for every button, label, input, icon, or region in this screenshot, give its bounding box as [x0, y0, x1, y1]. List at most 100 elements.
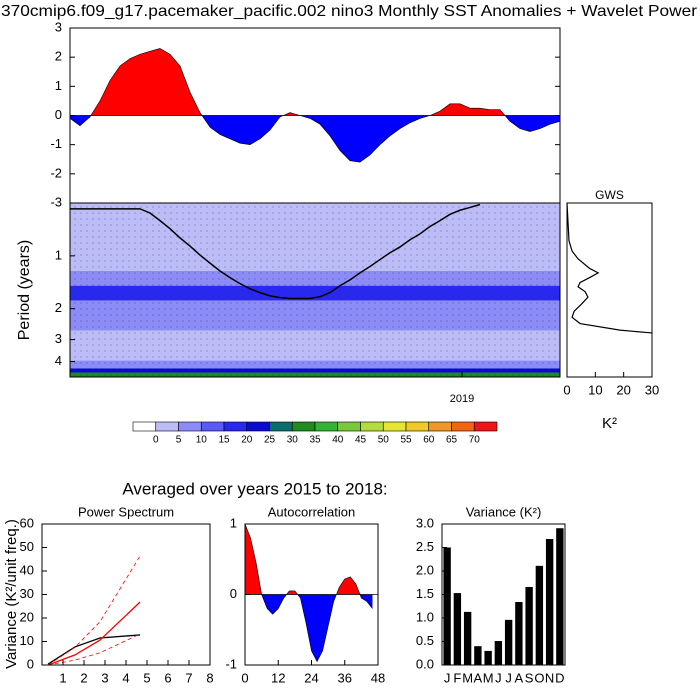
- x-tick-label: A: [474, 670, 483, 685]
- positive-area: [70, 48, 560, 116]
- x-tick-label: A: [515, 670, 524, 685]
- colorbar-label: 30: [287, 435, 299, 446]
- y-tick-label: 50: [20, 539, 34, 554]
- x-tick-label: J: [495, 670, 502, 685]
- gws-line: [566, 202, 653, 334]
- x-tick-label: 0: [241, 670, 248, 685]
- panel-title: GWS: [595, 188, 624, 202]
- y-tick-label: 40: [20, 562, 34, 577]
- x-tick-label: 5: [143, 670, 150, 685]
- x-tick-label: 0: [563, 382, 570, 397]
- y-tick-label: 20: [20, 609, 34, 624]
- y-tick-label: 3: [55, 331, 62, 346]
- y-axis-label: Period (years): [16, 240, 33, 340]
- x-tick-label: J: [505, 670, 512, 685]
- y-tick-label: 1.5: [416, 586, 434, 601]
- colorbar-box: [428, 421, 452, 432]
- y-tick-label: 60: [20, 515, 34, 530]
- stipple: [70, 203, 560, 377]
- y-tick-label: 2: [55, 300, 62, 315]
- spectrum-line: [47, 634, 141, 665]
- colorbar-box: [223, 421, 248, 432]
- colorbar-box: [155, 421, 179, 432]
- y-tick-label: 2.0: [416, 562, 434, 577]
- plot-frame: [441, 523, 566, 666]
- colorbar-label: 40: [332, 435, 344, 446]
- bar: [494, 641, 503, 665]
- x-tick-label: 30: [645, 382, 659, 397]
- y-tick-label: 3: [55, 19, 62, 34]
- y-tick-label: -1: [50, 136, 62, 151]
- cone-of-influence: [70, 203, 481, 300]
- bar: [463, 611, 472, 665]
- panel-title: Power Spectrum: [78, 504, 174, 519]
- bar: [515, 602, 523, 665]
- colorbar-label: 45: [355, 435, 367, 446]
- y-tick-label: 1.0: [416, 609, 434, 624]
- x-tick-label: F: [453, 670, 461, 685]
- colorbar-label: 10: [196, 435, 208, 446]
- colorbar-box: [337, 421, 361, 432]
- main-title: 370cmip6.f09_g17.pacemaker_pacific.002 n…: [1, 3, 698, 20]
- colorbar-box: [405, 421, 430, 432]
- y-tick-label: -1: [225, 656, 237, 671]
- x-tick-label: 3: [101, 670, 108, 685]
- bar: [474, 646, 482, 665]
- negative-area: [70, 115, 560, 163]
- x-tick-label: 20: [616, 382, 630, 397]
- colorbar-box: [291, 421, 316, 432]
- x-tick-label: 4: [122, 670, 129, 685]
- colorbar-label: 0: [153, 435, 159, 446]
- colorbar-label: 5: [176, 435, 182, 446]
- bar: [453, 593, 462, 665]
- plot-frame: [41, 523, 211, 666]
- y-tick-label: 0: [27, 656, 34, 671]
- colorbar-box: [473, 421, 498, 432]
- x-tick-label: J: [444, 670, 451, 685]
- bar: [484, 650, 492, 665]
- negative-area: [245, 594, 373, 662]
- x-tick-label: 24: [304, 670, 318, 685]
- x-tick-label: D: [555, 670, 564, 685]
- colorbar-box: [382, 421, 407, 432]
- colorbar-box: [132, 421, 157, 432]
- y-tick-label: 0: [230, 586, 237, 601]
- x-tick-label: 36: [338, 670, 352, 685]
- colorbar-label: 25: [264, 435, 276, 446]
- colorbar-label: 15: [218, 435, 230, 446]
- x-tick-label: 10: [588, 382, 602, 397]
- y-tick-label: 0.0: [416, 656, 434, 671]
- y-tick-label: 10: [20, 633, 34, 648]
- bar: [525, 586, 533, 665]
- x-tick-label: S: [525, 670, 534, 685]
- data-line: [244, 523, 373, 663]
- x-tick-label: M: [462, 670, 473, 685]
- y-tick-label: 1: [55, 247, 62, 262]
- colorbar-label: 65: [446, 435, 458, 446]
- colorbar-label: 20: [241, 435, 253, 446]
- spectrum-line: [47, 601, 141, 666]
- bar: [556, 528, 564, 665]
- x-tick-label: O: [534, 670, 544, 685]
- colorbar-label: 35: [309, 435, 321, 446]
- x-tick-label: M: [483, 670, 494, 685]
- y-tick-label: 3.0: [416, 515, 434, 530]
- plot-frame: [69, 202, 561, 378]
- colorbar-box: [178, 421, 202, 432]
- y-tick-label: 0: [55, 107, 62, 122]
- plot-frame: [244, 523, 379, 666]
- colorbar-box: [451, 421, 475, 432]
- data-line: [69, 48, 561, 163]
- colorbar-label: 50: [378, 435, 390, 446]
- x-tick-label: N: [545, 670, 554, 685]
- y-tick-label: 30: [20, 586, 34, 601]
- colorbar-label: 55: [400, 435, 412, 446]
- colorbar-label: 70: [469, 435, 481, 446]
- plot-frame: [566, 202, 653, 378]
- x-tick-label: 12: [271, 670, 285, 685]
- y-tick-label: 4: [55, 353, 62, 368]
- x-tick-label: 2: [80, 670, 87, 685]
- x-tick-label: 2019: [450, 393, 474, 405]
- bar: [443, 547, 451, 665]
